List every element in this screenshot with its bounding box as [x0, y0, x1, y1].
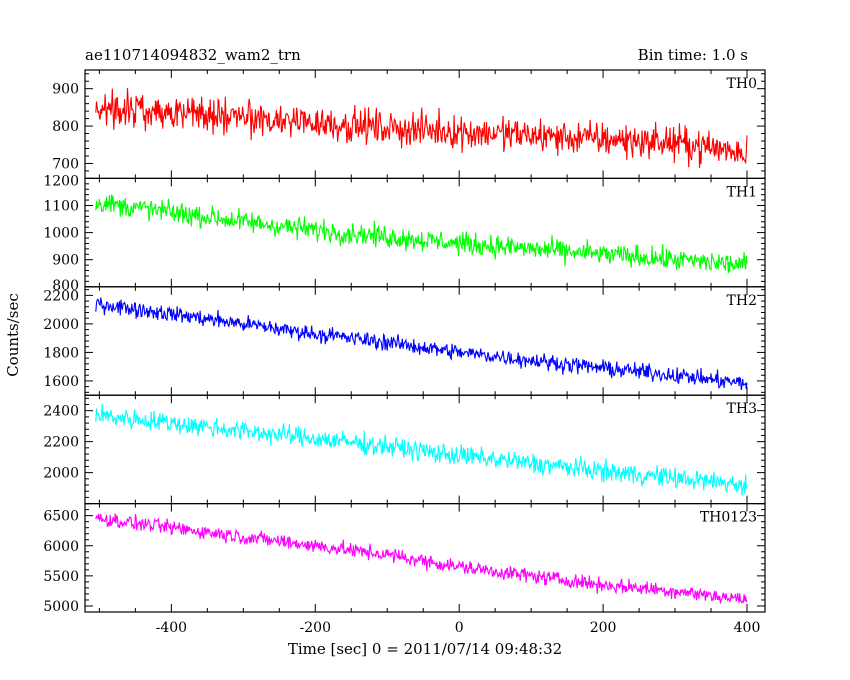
panel-name-label: TH0 [727, 76, 757, 92]
y-tick-label: 2000 [43, 466, 79, 482]
series-line-th2 [95, 297, 748, 391]
panel-th3: 2000 2200 2400 TH3 [43, 394, 766, 505]
series-line-th3 [95, 404, 748, 496]
series-line-th0 [95, 88, 748, 168]
series-line-th1 [95, 194, 748, 274]
panel-stack: 700 800 900 TH0 800 900 1000 1100 1200 TH1 1600 180… [43, 69, 766, 615]
panel-name-label: TH0123 [700, 510, 757, 526]
y-tick-label: 1100 [43, 199, 79, 215]
y-tick-label: 900 [52, 253, 79, 269]
panel-name-label: TH3 [727, 401, 757, 417]
y-tick-label: 5500 [43, 569, 79, 585]
bin-time-label: Bin time: 1.0 s [638, 46, 748, 64]
y-tick-label: 800 [52, 119, 79, 135]
y-tick-label: 2200 [43, 435, 79, 451]
series-line-th0123 [95, 513, 748, 604]
panel-frame [84, 286, 766, 396]
panel-frame [84, 394, 766, 505]
y-tick-label: 5000 [43, 599, 79, 615]
y-tick-label: 700 [52, 156, 79, 172]
x-tick-label: 0 [455, 620, 464, 636]
y-tick-label: 1200 [43, 173, 79, 189]
y-tick-label: 1000 [43, 226, 79, 242]
panel-name-label: TH2 [727, 293, 757, 309]
y-tick-label: 900 [52, 82, 79, 98]
y-tick-label: 1600 [43, 374, 79, 390]
panel-th0123: 5000 5500 6000 6500 TH0123 [43, 503, 766, 615]
panel-name-label: TH1 [727, 184, 757, 200]
x-tick-label: -200 [300, 620, 331, 636]
panel-th1: 800 900 1000 1100 1200 TH1 [43, 173, 766, 294]
panel-th2: 1600 1800 2000 2200 TH2 [43, 286, 766, 396]
y-tick-label: 2200 [43, 288, 79, 304]
y-tick-label: 2400 [43, 404, 79, 420]
x-axis-title: Time [sec] 0 = 2011/07/14 09:48:32 [288, 640, 562, 658]
y-axis-title: Counts/sec [4, 293, 22, 377]
x-axis-tick-labels: -400 -200 0 200 400 [156, 620, 761, 636]
panel-frame [84, 177, 766, 288]
y-tick-label: 800 [52, 278, 79, 294]
y-tick-label: 6500 [43, 509, 79, 525]
x-tick-label: 200 [590, 620, 617, 636]
x-tick-label: 400 [734, 620, 761, 636]
observation-id-title: ae110714094832_wam2_trn [85, 46, 301, 64]
panel-th0: 700 800 900 TH0 [52, 69, 766, 180]
y-tick-label: 2000 [43, 317, 79, 333]
y-tick-label: 6000 [43, 539, 79, 555]
y-tick-label: 1800 [43, 345, 79, 361]
x-tick-label: -400 [156, 620, 187, 636]
